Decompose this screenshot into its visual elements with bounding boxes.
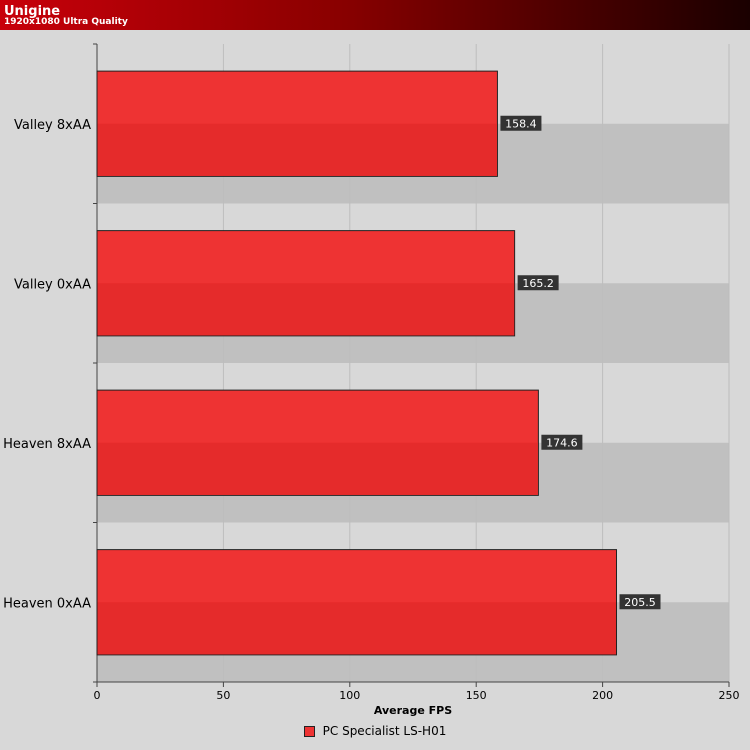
bar-shade — [97, 442, 538, 495]
x-tick-label: 250 — [719, 689, 740, 702]
x-tick-label: 50 — [216, 689, 230, 702]
data-label-box — [517, 275, 559, 291]
data-label: 158.4 — [505, 117, 537, 130]
data-label-box — [541, 434, 583, 450]
data-label-box — [500, 115, 542, 131]
bar-shade — [97, 602, 617, 655]
legend-label: PC Specialist LS-H01 — [322, 724, 447, 738]
category-label: Valley 8xAA — [14, 118, 91, 133]
data-label-box — [619, 594, 661, 610]
legend: PC Specialist LS-H01 — [0, 724, 750, 738]
chart-subtitle: 1920x1080 Ultra Quality — [4, 17, 128, 27]
data-label: 165.2 — [522, 277, 554, 290]
x-tick-label: 200 — [592, 689, 613, 702]
x-tick-label: 100 — [339, 689, 360, 702]
x-tick-label: 150 — [466, 689, 487, 702]
data-label: 205.5 — [624, 596, 656, 609]
x-axis-title: Average FPS — [374, 704, 452, 717]
category-label: Heaven 8xAA — [3, 437, 91, 452]
x-tick-label: 0 — [94, 689, 101, 702]
data-label: 174.6 — [546, 436, 578, 449]
category-label: Valley 0xAA — [14, 277, 91, 292]
legend-swatch — [303, 725, 315, 737]
bar-shade — [97, 123, 497, 176]
chart-title: Unigine — [4, 4, 61, 19]
bar-shade — [97, 283, 515, 336]
chart-header: Unigine 1920x1080 Ultra Quality — [0, 0, 750, 30]
category-label: Heaven 0xAA — [3, 596, 91, 611]
